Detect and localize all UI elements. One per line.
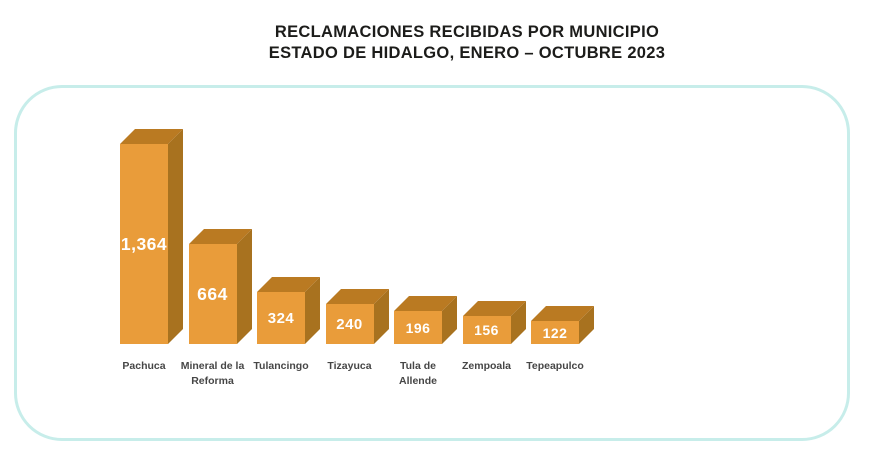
bar-column-mineral-de-la-reforma: 664 Mineral de la Reforma bbox=[181, 229, 258, 391]
bar-front-face: 156 bbox=[462, 316, 511, 344]
bar-chart: 1,364 Pachuca 664 Mineral de la Reforma 324 Tu… bbox=[120, 129, 600, 391]
bar-front-face: 240 bbox=[325, 304, 374, 344]
bar-front-face: 196 bbox=[394, 311, 442, 344]
chart-title-line2: ESTADO DE HIDALGO, ENERO – OCTUBRE 2023 bbox=[268, 44, 666, 62]
bar-value-label: 156 bbox=[474, 322, 499, 338]
bar-value-label: 122 bbox=[542, 324, 568, 341]
bar-category-label-line: Allende bbox=[399, 375, 437, 387]
bar-value-label: 196 bbox=[405, 319, 431, 336]
bar-column-pachuca: 1,364 Pachuca bbox=[120, 129, 189, 391]
bar-front-face: 1,364 bbox=[120, 144, 168, 344]
bar-category-label-line: Reforma bbox=[191, 375, 234, 387]
bar-side-face bbox=[236, 229, 252, 344]
bar-category-label-line: Pachuca bbox=[122, 360, 166, 372]
bar-value-label: 324 bbox=[267, 309, 295, 327]
bar-category-label-line: Tepeapulco bbox=[526, 360, 584, 372]
bar-category-label-line: Tulancingo bbox=[253, 360, 309, 372]
bar-category-label: Tizayuca bbox=[326, 359, 374, 391]
chart-title-line1: RECLAMACIONES RECIBIDAS POR MUNICIPIO bbox=[274, 23, 660, 41]
bar-category-label: Tulancingo bbox=[253, 359, 308, 391]
bar-column-zempoala: 156 Zempoala bbox=[462, 301, 532, 391]
bar-zempoala: 156 bbox=[462, 301, 526, 344]
bar-category-label: Mineral de la Reforma bbox=[181, 359, 245, 391]
bar-category-label-line: Mineral de la bbox=[180, 360, 245, 372]
chart-card: 1,364 Pachuca 664 Mineral de la Reforma 324 Tu… bbox=[14, 85, 850, 441]
bar-value-label: 1,364 bbox=[120, 233, 168, 254]
bar-front-face: 122 bbox=[531, 321, 579, 344]
bar-category-label-line: Tula de bbox=[400, 360, 436, 372]
bar-pachuca: 1,364 bbox=[120, 129, 183, 344]
bar-category-label: Tepeapulco bbox=[526, 359, 584, 391]
bar-category-label: Tula de Allende bbox=[394, 359, 442, 391]
bar-category-label-line: Tizayuca bbox=[327, 360, 372, 372]
bar-column-tepeapulco: 122 Tepeapulco bbox=[526, 306, 600, 391]
bar-column-tizayuca: 240 Tizayuca bbox=[325, 289, 395, 391]
bar-column-tulancingo: 324 Tulancingo bbox=[253, 277, 326, 391]
bar-value-label: 240 bbox=[336, 315, 363, 333]
bar-column-tula-de-allende: 196 Tula de Allende bbox=[394, 296, 463, 391]
bar-category-label: Zempoala bbox=[462, 359, 512, 391]
bar-side-face bbox=[168, 129, 183, 344]
bar-category-label-line: Zempoala bbox=[462, 360, 512, 372]
bar-category-label: Pachuca bbox=[120, 359, 168, 391]
bar-front-face: 324 bbox=[257, 292, 305, 344]
bar-tizayuca: 240 bbox=[325, 289, 389, 344]
bar-value-label: 664 bbox=[197, 283, 228, 304]
bar-tepeapulco: 122 bbox=[531, 306, 594, 344]
bar-front-face: 664 bbox=[188, 244, 237, 344]
chart-title: RECLAMACIONES RECIBIDAS POR MUNICIPIO ES… bbox=[28, 22, 878, 64]
bar-mineral-de-la-reforma: 664 bbox=[188, 229, 252, 344]
bar-tulancingo: 324 bbox=[257, 277, 320, 344]
bar-tula-de-allende: 196 bbox=[394, 296, 457, 344]
